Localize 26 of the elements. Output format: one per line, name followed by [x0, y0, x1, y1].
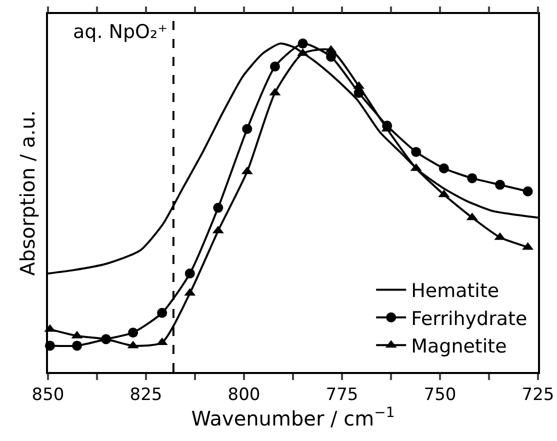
x-tick-label: 825: [130, 385, 162, 406]
legend-label: Hematite: [411, 280, 500, 302]
point: [157, 308, 168, 318]
x-tick-label: 850: [32, 385, 64, 406]
point: [72, 340, 82, 351]
ref-line-label: aq. NpO₂⁺: [73, 21, 168, 43]
point: [467, 173, 478, 184]
point: [438, 163, 449, 174]
point: [213, 202, 224, 213]
x-axis-title: Wavenumber / cm$^{−1}$: [191, 405, 395, 431]
point: [128, 328, 138, 338]
point: [270, 62, 280, 72]
point: [522, 186, 533, 196]
x-tick-label: 775: [326, 385, 358, 406]
point: [494, 180, 505, 190]
point: [411, 146, 422, 157]
point: [298, 38, 308, 49]
point: [184, 268, 195, 278]
point: [326, 52, 336, 62]
x-tick-label: 725: [522, 385, 554, 406]
legend-label: Magnetite: [411, 336, 507, 358]
y-axis-title: Absorption / a.u.: [15, 110, 40, 276]
x-tick-label: 800: [228, 385, 260, 406]
point: [242, 124, 252, 134]
x-tick-label: 750: [424, 385, 456, 406]
legend-label: Ferrihydrate: [411, 308, 528, 330]
